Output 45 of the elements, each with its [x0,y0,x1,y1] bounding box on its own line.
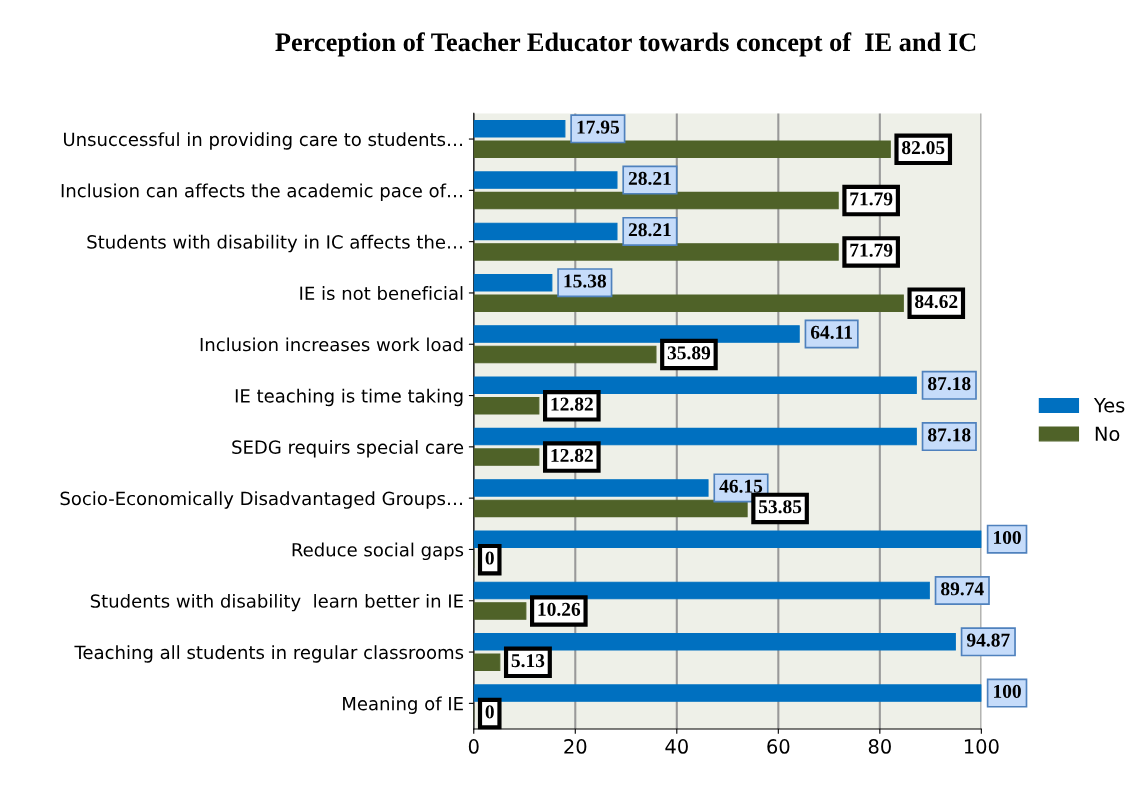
data-label: 64.11 [810,325,852,339]
data-label: 28.21 [628,223,671,237]
data-label: 12.82 [551,448,593,463]
y-tick-label: SEDG requirs special care [232,439,464,458]
x-tick-label: 100 [964,739,999,754]
data-label: 15.38 [564,274,607,288]
x-tick-label: 60 [767,739,790,754]
chart-title: Perception of Teacher Educator towards concept of IE and IC [275,32,976,57]
data-label: 87.18 [928,428,971,442]
data-label: 10.26 [538,602,581,616]
x-tick-label: 20 [564,739,587,754]
y-tick-label: Reduce social gaps [292,542,464,561]
data-label: 28.21 [628,171,671,186]
data-label: 71.79 [850,192,893,206]
data-label: 17.95 [577,120,620,134]
y-tick-label: Meaning of IE [343,696,463,714]
y-tick-label: Unsuccessful in providing care to students… [64,132,462,150]
data-label: 35.89 [667,346,711,360]
y-tick-label: Teaching all students in regular classrooms [74,645,464,663]
data-label: 100 [994,530,1021,545]
data-label: 0 [485,705,494,719]
data-label: 5.13 [511,654,545,668]
data-label: 87.18 [928,377,971,391]
y-tick-label: Inclusion increases work load [200,337,463,352]
x-tick-label: 40 [665,739,688,754]
data-label: 82.05 [902,141,945,155]
data-label: 71.79 [850,243,893,257]
data-label: 100 [994,684,1021,698]
y-tick-label: Students with disability in IC affects the… [87,234,462,253]
y-tick-label: IE teaching is time taking [235,388,463,407]
data-label: 89.74 [941,582,984,596]
data-label: 94.87 [966,633,1010,647]
data-label: 0 [485,551,494,565]
data-label: 53.85 [758,500,802,514]
legend-label: No [1095,426,1120,442]
y-tick-label: Socio-Economically Disadvantaged Groups… [60,491,462,509]
legend-label: Yes [1093,398,1125,413]
data-label: 84.62 [915,294,958,309]
data-label: 12.82 [551,397,593,411]
x-tick-label: 0 [468,739,479,754]
x-tick-label: 80 [868,739,891,754]
y-tick-label: Inclusion can affects the academic pace of… [61,183,462,201]
y-tick-label: IE is not beneficial [300,286,463,301]
y-tick-label: Students with disability learn better in IE [90,593,463,612]
data-label: 46.15 [719,479,763,493]
